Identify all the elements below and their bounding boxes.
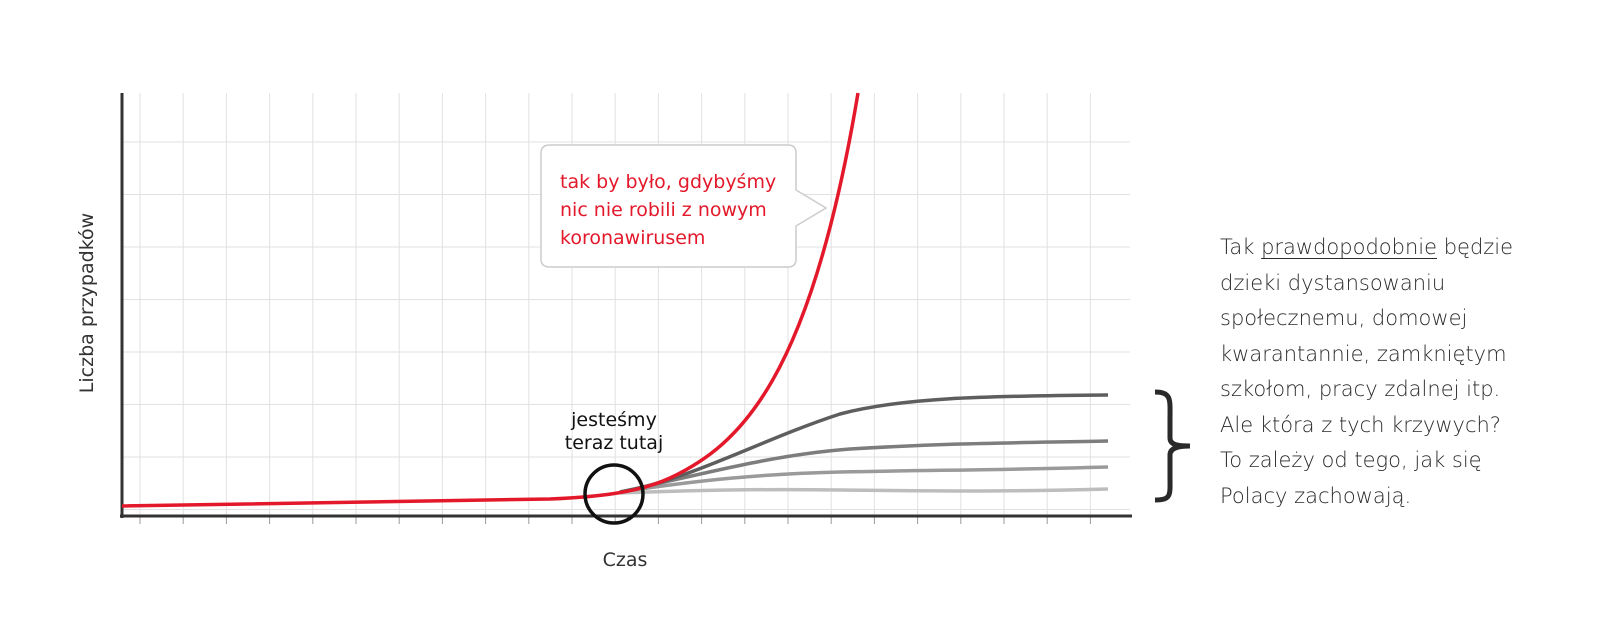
y-axis-label: Liczba przypadków (76, 213, 98, 393)
description-line: szkołom, pracy zdalnej itp. (1220, 377, 1501, 401)
description: Tak prawdopodobnie będzie dzieki dystans… (1220, 230, 1513, 514)
no-action-curve (121, 92, 860, 508)
marker-label: teraz tutaj (565, 432, 663, 454)
text: Tak (1220, 235, 1255, 259)
scenario-curve (619, 393, 1109, 494)
scenario-curve (619, 439, 1109, 494)
now-marker (583, 463, 645, 525)
brace (1154, 389, 1191, 503)
x-axis-label: Czas (603, 549, 648, 571)
callout-text: tak by było, gdybyśmy (560, 171, 776, 193)
description-line: dzieki dystansowaniu (1220, 270, 1446, 295)
scenario-curve (619, 487, 1109, 495)
marker-label: jesteśmy (570, 409, 657, 431)
description-line: Ale która z tych krzywych? (1220, 412, 1501, 437)
callout-box (540, 144, 828, 268)
description-line: Tak prawdopodobnie będzie (1220, 230, 1513, 266)
description-line: kwarantannie, zamkniętym (1220, 341, 1507, 366)
description-line: To zależy od tego, jak się (1220, 448, 1482, 472)
callout-text: koronawirusem (560, 227, 705, 249)
scenario-curve (619, 465, 1109, 494)
description-line: Polacy zachowają. (1220, 483, 1412, 508)
description-line: społecznemu, domowej (1220, 306, 1468, 330)
text: będzie (1443, 235, 1514, 259)
callout-text: nic nie robili z nowym (560, 199, 767, 221)
underlined-text: prawdopodobnie (1261, 235, 1438, 259)
